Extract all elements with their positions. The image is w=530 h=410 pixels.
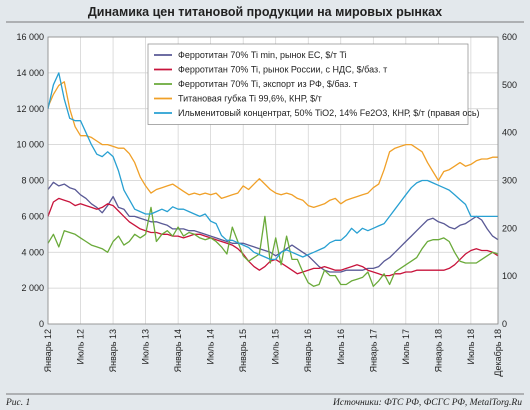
y-left-tick-label: 6 000: [21, 211, 44, 221]
y-left-tick-label: 0: [39, 319, 44, 329]
y-right-tick-label: 200: [502, 223, 517, 233]
y-left-tick-label: 8 000: [21, 176, 44, 186]
x-tick-label: Январь 17: [368, 329, 378, 372]
y-right-tick-label: 500: [502, 80, 517, 90]
series-line: [47, 81, 498, 209]
chart-title: Динамика цен титановой продукции на миро…: [88, 5, 442, 19]
y-left-tick-label: 4 000: [21, 247, 44, 257]
y-right-tick-label: 0: [502, 319, 507, 329]
x-tick-label: Декабрь 18: [493, 329, 503, 377]
x-tick-label: Январь 14: [173, 329, 183, 372]
x-tick-label: Январь 18: [433, 329, 443, 372]
series-line: [47, 72, 498, 261]
x-tick-label: Июль 18: [466, 329, 476, 364]
legend-label: Ферротитан 70% Ti min, рынок ЕС, $/т Ti: [178, 50, 347, 60]
series-layer: [47, 72, 499, 287]
y-right-tick-label: 100: [502, 271, 517, 281]
y-left-tick-label: 2 000: [21, 283, 44, 293]
x-tick-label: Июль 13: [141, 329, 151, 364]
legend-label: Ильменитовый концентрат, 50% TiO2, 14% F…: [178, 108, 480, 118]
legend-label: Ферротитан 70% Ti, рынок России, с НДС, …: [178, 65, 387, 75]
x-tick-label: Июль 14: [206, 329, 216, 364]
figure-label: Рис. 1: [5, 398, 30, 408]
y-left-tick-label: 14 000: [16, 68, 44, 78]
source-note: Источники: ФТС РФ, ФСГС РФ, MetalTorg.Ru: [332, 398, 522, 408]
series-line: [47, 197, 499, 277]
x-tick-label: Январь 13: [108, 329, 118, 372]
legend-box: [147, 43, 469, 125]
legend-label: Титановая губка Ti 99,6%, КНР, $/т: [178, 94, 322, 104]
y-left-tick-label: 12 000: [16, 104, 44, 114]
x-tick-label: Январь 15: [238, 329, 248, 372]
series-line: [47, 181, 499, 273]
y-left-tick-label: 10 000: [16, 140, 44, 150]
y-left-tick-label: 16 000: [16, 32, 44, 42]
plot-frame: [47, 36, 499, 325]
x-tick-label: Июль 15: [271, 329, 281, 364]
legend-label: Ферротитан 70% Ti, экспорт из РФ, $/баз.…: [178, 79, 357, 89]
y-right-tick-label: 400: [502, 128, 517, 138]
x-tick-label: Июль 12: [76, 329, 86, 364]
y-right-tick-label: 600: [502, 32, 517, 42]
y-right-tick-label: 300: [502, 176, 517, 186]
legend: Ферротитан 70% Ti min, рынок ЕС, $/т Ti Ф…: [147, 43, 480, 125]
x-tick-label: Июль 17: [401, 329, 411, 364]
series-line: [47, 206, 499, 287]
x-tick-label: Январь 16: [303, 329, 313, 372]
x-tick-label: Январь 12: [43, 329, 53, 372]
axes: 0 2 000 4 000 6 000 8 000 10 000 12 000 14 000 1…: [16, 32, 517, 377]
x-tick-label: Июль 16: [336, 329, 346, 364]
